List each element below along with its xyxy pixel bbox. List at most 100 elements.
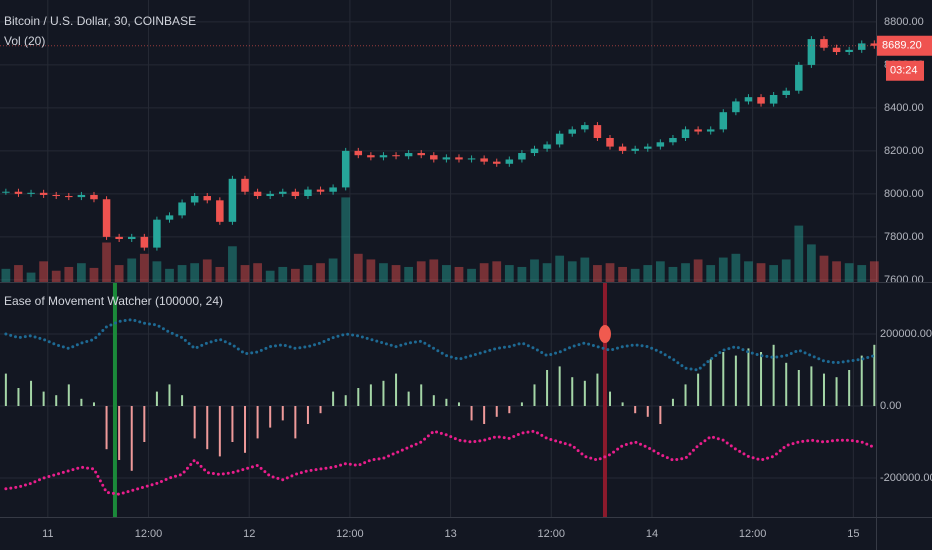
- candle-body: [367, 155, 375, 158]
- eom-bar: [609, 391, 612, 407]
- volume-bar: [593, 265, 602, 282]
- candle-body: [467, 158, 476, 160]
- eom-bar: [583, 380, 586, 407]
- candle-body: [430, 155, 438, 160]
- volume-bar: [51, 270, 61, 282]
- x-tick-label: 12: [243, 528, 255, 540]
- candle-body: [354, 150, 363, 156]
- candle-body: [316, 189, 325, 192]
- eom-bar: [457, 402, 460, 407]
- x-tick-label: 14: [646, 528, 658, 540]
- volume-bar: [580, 257, 590, 282]
- eom-bar: [206, 406, 209, 450]
- volume-bar: [832, 261, 841, 282]
- eom-bar: [42, 391, 45, 407]
- volume-bar: [807, 244, 816, 282]
- volume-bar: [605, 263, 615, 282]
- candle-body: [694, 129, 702, 132]
- eom-bar: [432, 395, 435, 407]
- candle-body: [606, 137, 614, 147]
- eom-bar: [835, 377, 838, 407]
- candle-body: [341, 150, 350, 188]
- volume-bar: [253, 263, 262, 282]
- eom-bar: [470, 406, 473, 421]
- volume-bar: [744, 261, 753, 282]
- volume-bar: [429, 259, 439, 282]
- candle-body: [795, 64, 803, 91]
- x-tick-label: 15: [847, 528, 859, 540]
- y-tick-label: 8800.00: [884, 16, 924, 28]
- candle-body: [329, 187, 337, 192]
- eom-bar: [722, 352, 725, 407]
- candle-body: [480, 158, 488, 162]
- candle-body: [2, 191, 10, 193]
- eom-bar: [67, 384, 70, 407]
- volume-bar: [857, 265, 867, 282]
- volume-bar: [290, 268, 300, 282]
- eom-bar: [155, 391, 158, 407]
- volume-bar: [781, 259, 791, 282]
- eom-bar: [395, 373, 398, 407]
- candle-body: [279, 191, 287, 194]
- candle-body: [530, 148, 539, 154]
- eom-bar: [508, 406, 511, 414]
- candle-body: [593, 125, 602, 138]
- candle-body: [681, 129, 690, 138]
- eom-bar: [734, 355, 737, 407]
- x-tick-label: 12:00: [135, 528, 163, 540]
- candle-body: [228, 178, 237, 222]
- indicator-line: [4, 318, 876, 372]
- candle-body: [706, 129, 715, 132]
- volume-bar: [379, 263, 388, 282]
- candle-body: [669, 137, 677, 143]
- eom-bar: [30, 380, 33, 407]
- candle-body: [77, 194, 86, 198]
- volume-bar: [26, 272, 36, 282]
- eom-bar: [634, 406, 637, 414]
- volume-bar: [416, 261, 426, 282]
- eom-bar: [357, 388, 360, 407]
- eom-bar: [17, 388, 20, 407]
- candle-body: [543, 144, 551, 149]
- eom-bar: [407, 391, 410, 407]
- volume-bar: [655, 261, 665, 282]
- eom-bar: [281, 406, 284, 421]
- candle-body: [492, 161, 501, 164]
- indicator-title: Ease of Movement Watcher (100000, 24): [4, 294, 223, 308]
- eom-bar: [420, 384, 423, 407]
- eom-bar: [621, 402, 624, 407]
- last-price-label: 8689.20: [882, 40, 922, 52]
- candle-body: [266, 193, 274, 197]
- eom-bar: [785, 362, 788, 407]
- volume-bar: [693, 259, 703, 282]
- candle-body: [102, 199, 111, 237]
- candle-body: [870, 43, 879, 46]
- countdown-box: [886, 60, 924, 81]
- candle-body: [379, 155, 388, 158]
- candle-body: [241, 178, 249, 192]
- volume-bar: [844, 263, 854, 282]
- y-tick-label: 8000.00: [884, 188, 924, 200]
- volume-bar: [391, 265, 401, 282]
- eom-bar: [558, 366, 561, 407]
- eom-bar: [520, 402, 523, 407]
- volume-bar: [328, 258, 338, 282]
- volume-bar: [177, 265, 187, 282]
- candle-body: [417, 153, 425, 156]
- eom-bar: [319, 406, 322, 414]
- volume-bar: [504, 265, 514, 282]
- candle-body: [820, 39, 828, 48]
- eom-bar: [533, 384, 536, 407]
- candle-body: [442, 157, 451, 160]
- volume-bar: [454, 266, 464, 282]
- chart-title: Bitcoin / U.S. Dollar, 30, COINBASE: [4, 14, 196, 28]
- volume-bar: [165, 268, 174, 282]
- volume-bar: [681, 263, 690, 282]
- volume-bar: [366, 259, 376, 282]
- eom-bar: [269, 406, 272, 428]
- volume-bar: [152, 261, 162, 282]
- volume-bar: [630, 268, 640, 282]
